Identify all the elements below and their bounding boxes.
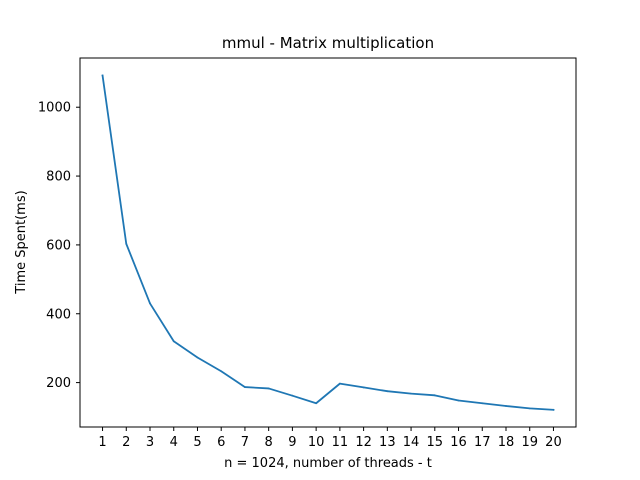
data-point — [291, 394, 294, 397]
data-point — [125, 242, 128, 245]
y-axis-ticks: 200 400 600 800 1000 — [38, 101, 80, 391]
data-point — [457, 399, 460, 402]
series-points — [101, 74, 555, 411]
y-tick-label: 600 — [46, 238, 71, 253]
y-tick-label: 1000 — [38, 101, 71, 116]
x-tick-label: 18 — [498, 435, 515, 450]
data-point — [481, 402, 484, 405]
x-tick-label: 20 — [545, 435, 562, 450]
x-tick-label: 3 — [146, 435, 154, 450]
data-point — [220, 370, 223, 373]
x-tick-label: 13 — [379, 435, 396, 450]
data-point — [505, 405, 507, 407]
data-point — [338, 382, 341, 385]
x-tick-label: 10 — [308, 435, 325, 450]
x-axis-label: n = 1024, number of threads - t — [224, 456, 432, 471]
x-tick-label: 17 — [474, 435, 491, 450]
y-axis-label: Time Spent(ms) — [14, 190, 29, 294]
series-line — [101, 74, 555, 411]
x-tick-label: 11 — [332, 435, 349, 450]
x-tick-label: 2 — [122, 435, 130, 450]
y-tick-label: 400 — [46, 307, 71, 322]
x-tick-label: 14 — [403, 435, 420, 450]
y-tick-label: 200 — [46, 376, 71, 391]
data-point — [149, 302, 151, 305]
data-point — [362, 386, 365, 389]
plot-frame — [79, 57, 577, 428]
x-axis-ticks: 1 2 3 4 5 6 7 8 9 10 11 12 13 14 15 16 17 18 19 20 — [98, 427, 562, 450]
data-point — [315, 402, 318, 405]
data-point — [386, 390, 389, 393]
x-tick-label: 12 — [355, 435, 372, 450]
data-point — [196, 356, 199, 359]
data-point — [101, 74, 104, 77]
x-tick-label: 8 — [265, 435, 273, 450]
x-tick-label: 9 — [288, 435, 296, 450]
x-tick-label: 7 — [241, 435, 249, 450]
x-tick-label: 5 — [193, 435, 201, 450]
x-tick-label: 1 — [98, 435, 106, 450]
data-point — [267, 387, 270, 390]
x-tick-label: 16 — [450, 435, 467, 450]
data-point — [410, 392, 412, 395]
chart-title: mmul - Matrix multiplication — [222, 34, 434, 52]
data-point — [552, 408, 555, 411]
data-point — [433, 394, 436, 397]
data-point — [528, 407, 531, 410]
x-tick-label: 6 — [217, 435, 225, 450]
x-tick-label: 19 — [521, 435, 538, 450]
y-tick-label: 800 — [46, 170, 71, 185]
data-point — [244, 386, 246, 388]
x-tick-label: 4 — [170, 435, 178, 450]
data-point — [172, 340, 175, 343]
x-tick-label: 15 — [427, 435, 444, 450]
